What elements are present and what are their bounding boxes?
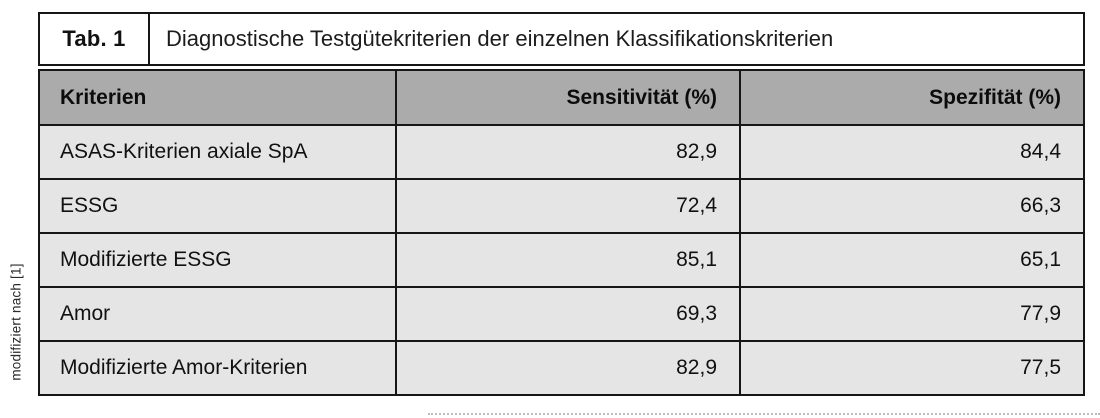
table-1: Tab. 1 Diagnostische Testgütekriterien d… xyxy=(38,12,1085,396)
cell-criteria: Modifizierte ESSG xyxy=(60,248,232,271)
table-title: Diagnostische Testgütekriterien der einz… xyxy=(166,26,834,51)
cell-criteria: Modifizierte Amor-Kriterien xyxy=(60,356,308,379)
cell-sensitivity: 82,9 xyxy=(395,342,739,394)
table-row: Modifizierte ESSG 85,1 65,1 xyxy=(40,232,1083,286)
page-dotted-divider xyxy=(428,413,1100,415)
column-header-criteria: Kriterien xyxy=(60,85,147,109)
cell-specificity: 77,9 xyxy=(739,288,1083,340)
cell-sensitivity: 72,4 xyxy=(395,180,739,232)
column-header-specificity: Spezifität (%) xyxy=(739,71,1083,124)
table-row: ESSG 72,4 66,3 xyxy=(40,178,1083,232)
data-table: Kriterien Sensitivität (%) Spezifität (%… xyxy=(38,69,1085,396)
table-row: Modifizierte Amor-Kriterien 82,9 77,5 xyxy=(40,340,1083,394)
table-row: Amor 69,3 77,9 xyxy=(40,286,1083,340)
cell-criteria: ESSG xyxy=(60,194,119,217)
cell-specificity: 77,5 xyxy=(739,342,1083,394)
table-label: Tab. 1 xyxy=(40,14,150,64)
cell-sensitivity: 82,9 xyxy=(395,126,739,178)
column-header-sensitivity: Sensitivität (%) xyxy=(395,71,739,124)
cell-specificity: 65,1 xyxy=(739,234,1083,286)
cell-sensitivity: 69,3 xyxy=(395,288,739,340)
table-row: ASAS-Kriterien axiale SpA 82,9 84,4 xyxy=(40,124,1083,178)
cell-specificity: 66,3 xyxy=(739,180,1083,232)
cell-criteria: ASAS-Kriterien axiale SpA xyxy=(60,140,308,163)
source-note: modifiziert nach [1] xyxy=(8,263,24,381)
table-caption: Tab. 1 Diagnostische Testgütekriterien d… xyxy=(38,12,1085,66)
cell-criteria: Amor xyxy=(60,302,111,325)
cell-specificity: 84,4 xyxy=(739,126,1083,178)
table-header-row: Kriterien Sensitivität (%) Spezifität (%… xyxy=(40,71,1083,124)
cell-sensitivity: 85,1 xyxy=(395,234,739,286)
